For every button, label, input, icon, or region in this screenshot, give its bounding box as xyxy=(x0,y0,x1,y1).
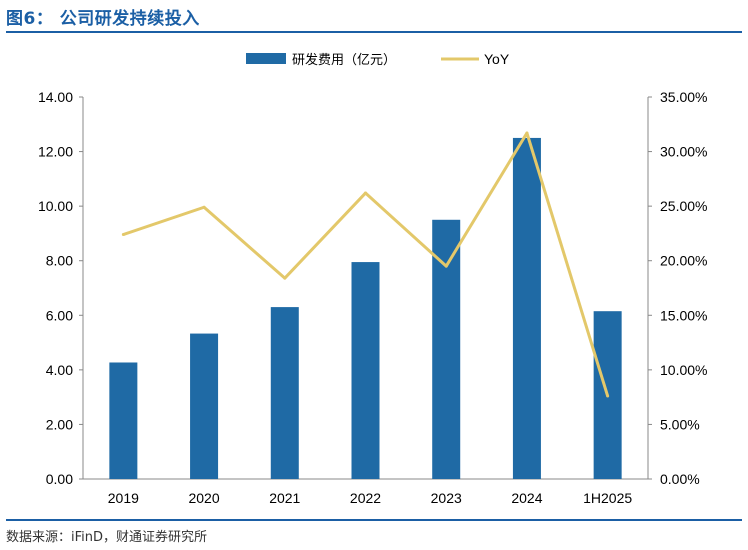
yoy-point-2022 xyxy=(364,191,367,195)
x-tick-label: 2021 xyxy=(269,490,300,506)
x-tick-label: 2019 xyxy=(108,490,139,506)
right-tick-label: 5.00% xyxy=(660,416,700,432)
top-rule xyxy=(6,31,742,33)
x-tick-label: 2024 xyxy=(511,490,542,506)
right-tick-label: 20.00% xyxy=(660,253,707,269)
yoy-point-2021 xyxy=(283,276,287,280)
left-tick-label: 2.00 xyxy=(46,416,73,432)
legend-bar-label: 研发费用（亿元） xyxy=(292,52,396,68)
figure-title: 图6： 公司研发持续投入 xyxy=(6,9,200,29)
bar-2023 xyxy=(432,219,461,480)
right-tick-label: 0.00% xyxy=(660,471,700,487)
figure-header: 图6： 公司研发持续投入 xyxy=(6,4,742,32)
bar-2019 xyxy=(109,362,138,479)
yoy-point-2020 xyxy=(202,205,206,209)
yoy-point-1H2025 xyxy=(606,394,610,398)
right-tick-label: 15.00% xyxy=(660,307,707,323)
legend-line-label: YoY xyxy=(484,51,510,67)
bar-2022 xyxy=(351,262,380,479)
right-tick-label: 30.00% xyxy=(660,144,707,160)
bar-2021 xyxy=(270,307,299,479)
yoy-point-2024 xyxy=(525,131,529,135)
legend-bar-swatch xyxy=(246,53,286,64)
x-tick-label: 1H2025 xyxy=(583,490,632,506)
left-tick-label: 10.00 xyxy=(38,198,73,214)
bar-2020 xyxy=(190,333,219,479)
x-tick-label: 2020 xyxy=(188,490,219,506)
left-tick-label: 6.00 xyxy=(46,307,73,323)
left-tick-label: 12.00 xyxy=(38,144,73,160)
yoy-point-2023 xyxy=(444,264,448,268)
chart: 0.00 2.00 4.00 6.00 8.00 10.00 12.00 14.00 0.00%… xyxy=(38,51,708,506)
left-tick-label: 4.00 xyxy=(46,362,73,378)
left-tick-label: 8.00 xyxy=(46,253,73,269)
left-tick-label: 0.00 xyxy=(46,471,73,487)
source-note: 数据来源：iFinD，财通证券研究所 xyxy=(6,530,208,545)
right-tick-label: 10.00% xyxy=(660,362,707,378)
right-tick-label: 35.00% xyxy=(660,89,707,105)
right-tick-label: 25.00% xyxy=(660,198,707,214)
left-tick-label: 14.00 xyxy=(38,89,73,105)
x-tick-label: 2022 xyxy=(350,490,381,506)
bottom-rule xyxy=(6,519,742,521)
bar-2024 xyxy=(512,137,541,479)
x-tick-label: 2023 xyxy=(431,490,462,506)
yoy-point-2019 xyxy=(121,233,125,237)
